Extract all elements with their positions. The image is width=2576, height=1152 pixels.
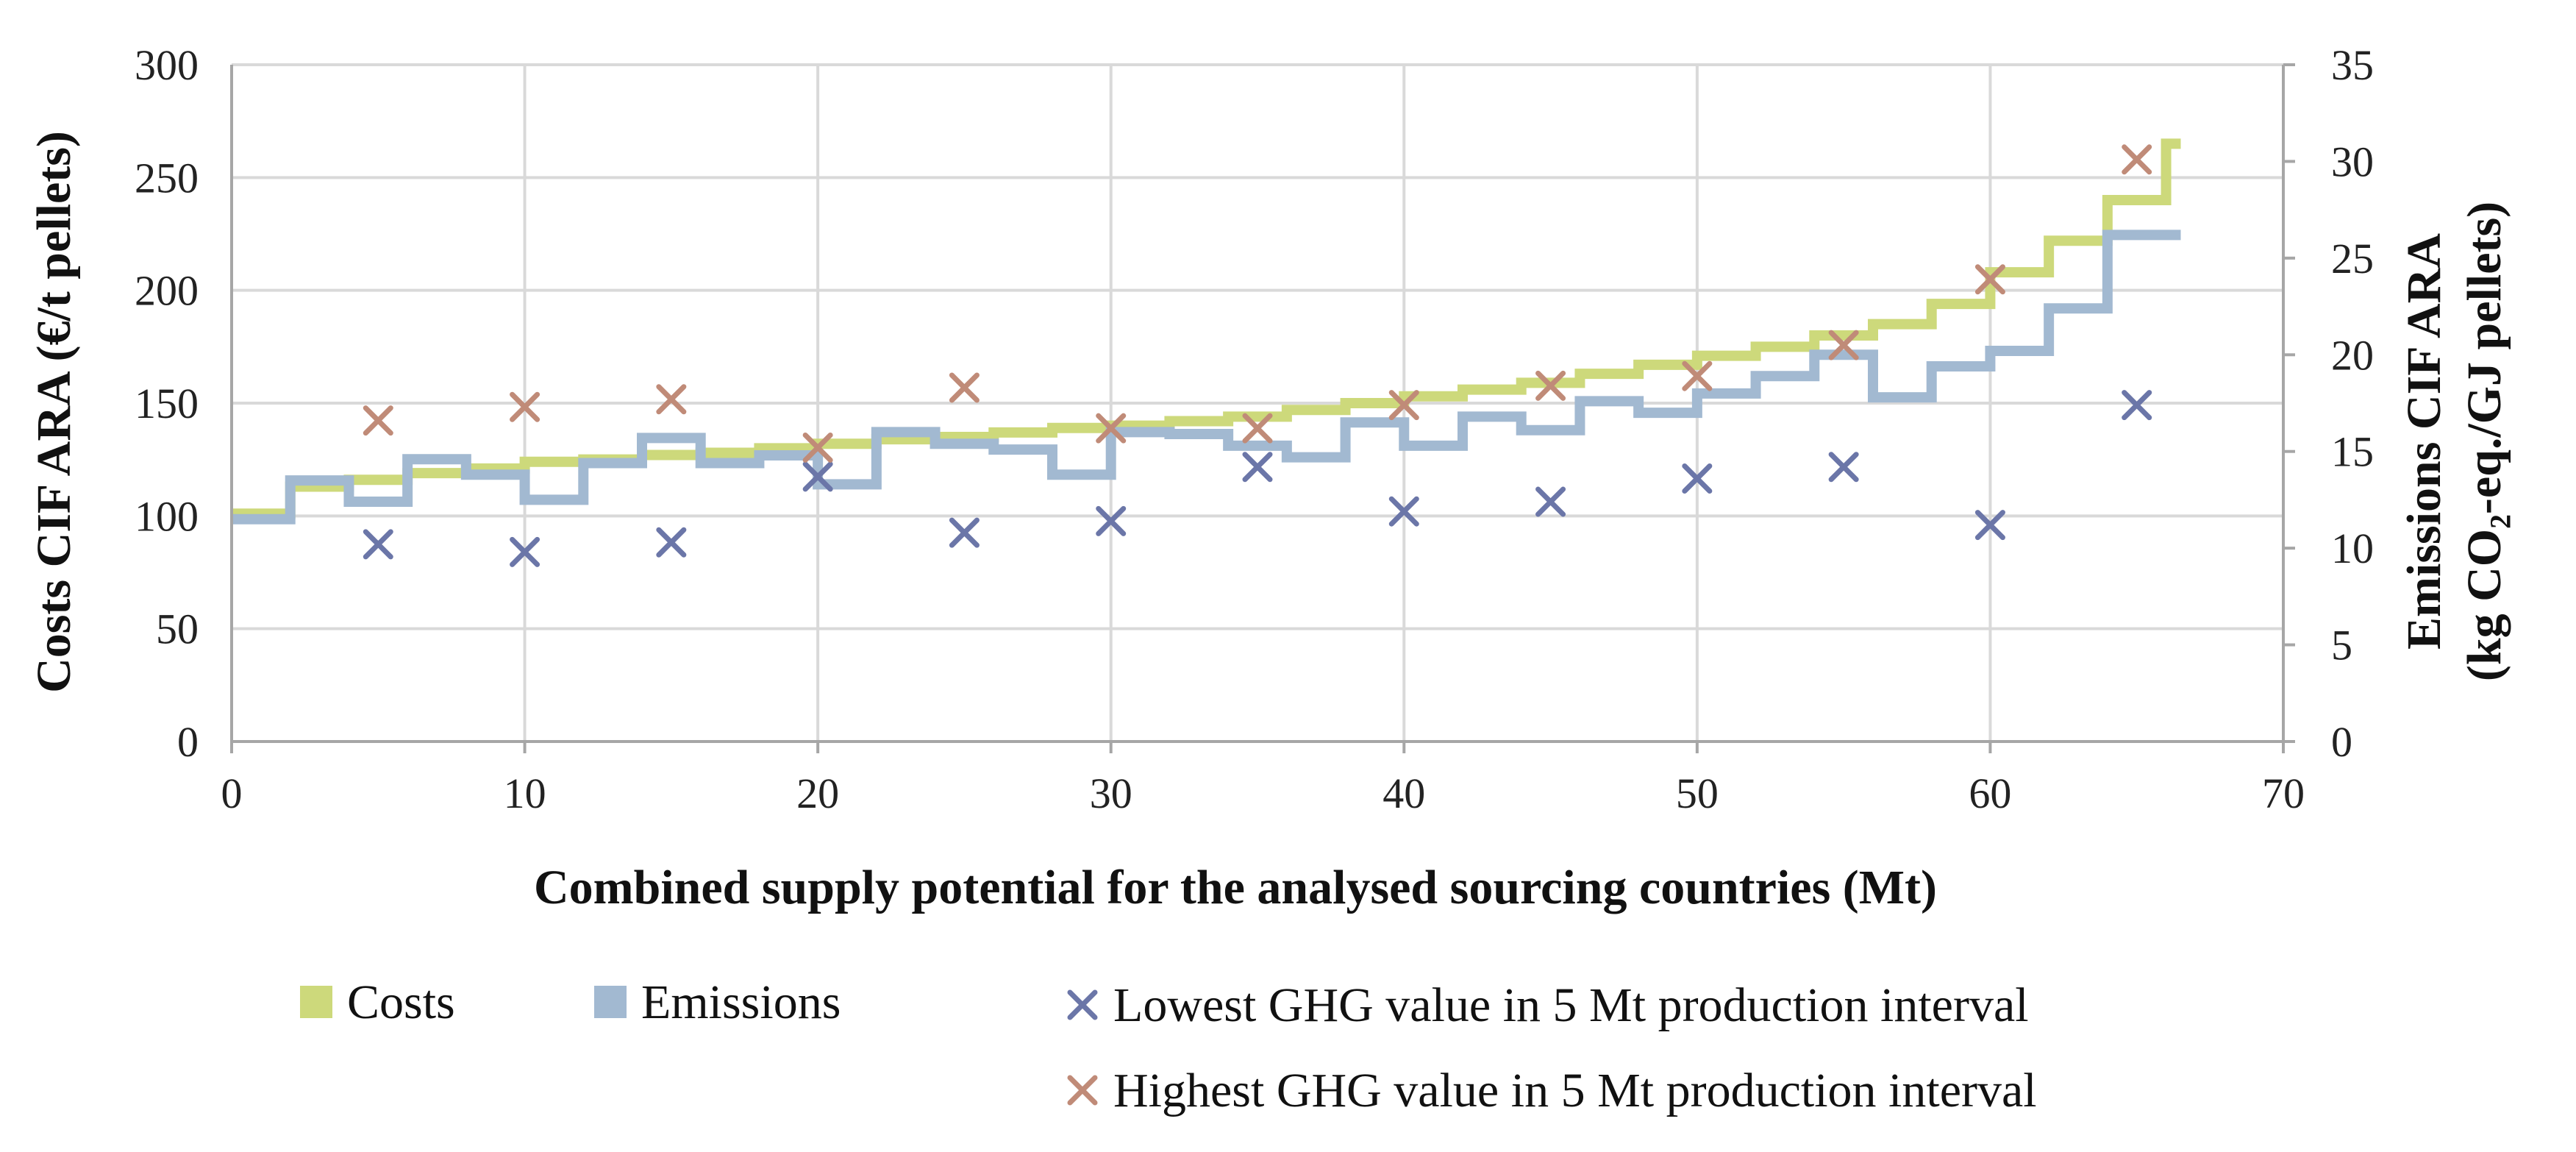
y-left-tick-label: 250	[135, 154, 199, 202]
highest-ghg-value-in-5-mt-production-interval-point	[1974, 264, 2005, 295]
y-right-tick-label: 35	[2331, 41, 2374, 89]
legend-item-highest-ghg-value-in-5-mt-production-interval: Highest GHG value in 5 Mt production int…	[1067, 1064, 2037, 1117]
lowest-ghg-value-in-5-mt-production-interval-point	[1096, 505, 1127, 536]
y-right-tick-label: 10	[2331, 525, 2374, 572]
lowest-ghg-value-in-5-mt-production-interval-point	[1828, 452, 1859, 483]
legend-item-emissions: Emissions	[594, 975, 841, 1029]
series-points	[363, 144, 2152, 567]
y-right-tick-label: 15	[2331, 428, 2374, 476]
x-tick-label: 40	[1382, 769, 1425, 817]
lowest-ghg-value-in-5-mt-production-interval-point	[949, 517, 980, 548]
lowest-ghg-value-in-5-mt-production-interval-point	[1242, 452, 1273, 483]
legend-swatch	[594, 986, 627, 1018]
highest-ghg-value-in-5-mt-production-interval-point	[802, 432, 833, 463]
lowest-ghg-value-in-5-mt-production-interval-point	[1974, 510, 2005, 541]
x-tick-label: 30	[1090, 769, 1132, 817]
y-axis-left-title: Costs CIF ARA (€/t pellets)	[27, 131, 81, 693]
y-axis-right-title-line1: Emissions CIF ARA	[2397, 233, 2451, 650]
highest-ghg-value-in-5-mt-production-interval-point	[1828, 330, 1859, 360]
y-left-tick-label: 50	[156, 605, 199, 653]
y-left-tick-label: 100	[135, 492, 199, 540]
highest-ghg-value-in-5-mt-production-interval-point	[1242, 413, 1273, 444]
legend-marker	[1067, 1075, 1098, 1106]
lowest-ghg-value-in-5-mt-production-interval-point	[1388, 496, 1419, 527]
x-tick-label: 0	[221, 769, 243, 817]
y-right-tick-label: 5	[2331, 622, 2352, 669]
gridlines	[232, 63, 2283, 742]
y-right-tick-label: 25	[2331, 235, 2374, 282]
highest-ghg-value-in-5-mt-production-interval-point	[1535, 370, 1566, 401]
series-lines	[232, 138, 2181, 525]
x-tick-label: 20	[796, 769, 839, 817]
y-left-tick-label: 150	[135, 380, 199, 427]
legend-marker	[1067, 989, 1098, 1020]
highest-ghg-value-in-5-mt-production-interval-point	[1388, 390, 1419, 421]
x-axis-title: Combined supply potential for the analys…	[534, 861, 1937, 914]
lowest-ghg-value-in-5-mt-production-interval-point	[1535, 486, 1566, 517]
legend-label: Costs	[347, 975, 455, 1029]
highest-ghg-value-in-5-mt-production-interval-point	[1682, 360, 1713, 391]
legend-swatch	[300, 986, 332, 1018]
emissions-step-line	[232, 230, 2181, 525]
legend-item-costs: Costs	[300, 975, 455, 1029]
highest-ghg-value-in-5-mt-production-interval-point	[510, 391, 540, 422]
y-left-tick-label: 200	[135, 267, 199, 315]
lowest-ghg-value-in-5-mt-production-interval-point	[2122, 390, 2152, 421]
highest-ghg-value-in-5-mt-production-interval-point	[656, 384, 687, 415]
highest-ghg-value-in-5-mt-production-interval-point	[1096, 413, 1127, 444]
highest-ghg-value-in-5-mt-production-interval-point	[363, 405, 393, 436]
x-tick-label: 10	[504, 769, 546, 817]
y-right-tick-label: 20	[2331, 331, 2374, 379]
axes	[230, 63, 2295, 753]
highest-ghg-value-in-5-mt-production-interval-point	[949, 372, 980, 403]
y-right-tick-label: 30	[2331, 138, 2374, 185]
x-tick-label: 70	[2262, 769, 2305, 817]
lowest-ghg-value-in-5-mt-production-interval-point	[363, 529, 393, 560]
y-right-tick-label: 0	[2331, 718, 2352, 766]
legend-label: Highest GHG value in 5 Mt production int…	[1113, 1064, 2037, 1117]
legend-label: Lowest GHG value in 5 Mt production inte…	[1113, 978, 2029, 1032]
legend-item-lowest-ghg-value-in-5-mt-production-interval: Lowest GHG value in 5 Mt production inte…	[1067, 978, 2029, 1032]
lowest-ghg-value-in-5-mt-production-interval-point	[802, 461, 833, 492]
y-left-tick-label: 300	[135, 41, 199, 89]
x-tick-label: 60	[1969, 769, 2011, 817]
y-axis-right-title-line2: (kg CO₂-eq./GJ pellets)	[2458, 202, 2511, 681]
legend: Costs Emissions Lowest GHG value in 5 Mt p…	[300, 975, 2037, 1117]
tick-labels: 0 10 20 30 40 50 60 70 0 50 100 150 200 250 300 0 5 10 15 2…	[135, 41, 2374, 817]
y-left-tick-label: 0	[177, 718, 199, 766]
lowest-ghg-value-in-5-mt-production-interval-point	[656, 527, 687, 558]
legend-label: Emissions	[641, 975, 841, 1029]
lowest-ghg-value-in-5-mt-production-interval-point	[510, 536, 540, 567]
highest-ghg-value-in-5-mt-production-interval-point	[2122, 144, 2152, 175]
x-tick-label: 50	[1676, 769, 1719, 817]
lowest-ghg-value-in-5-mt-production-interval-point	[1682, 463, 1713, 494]
